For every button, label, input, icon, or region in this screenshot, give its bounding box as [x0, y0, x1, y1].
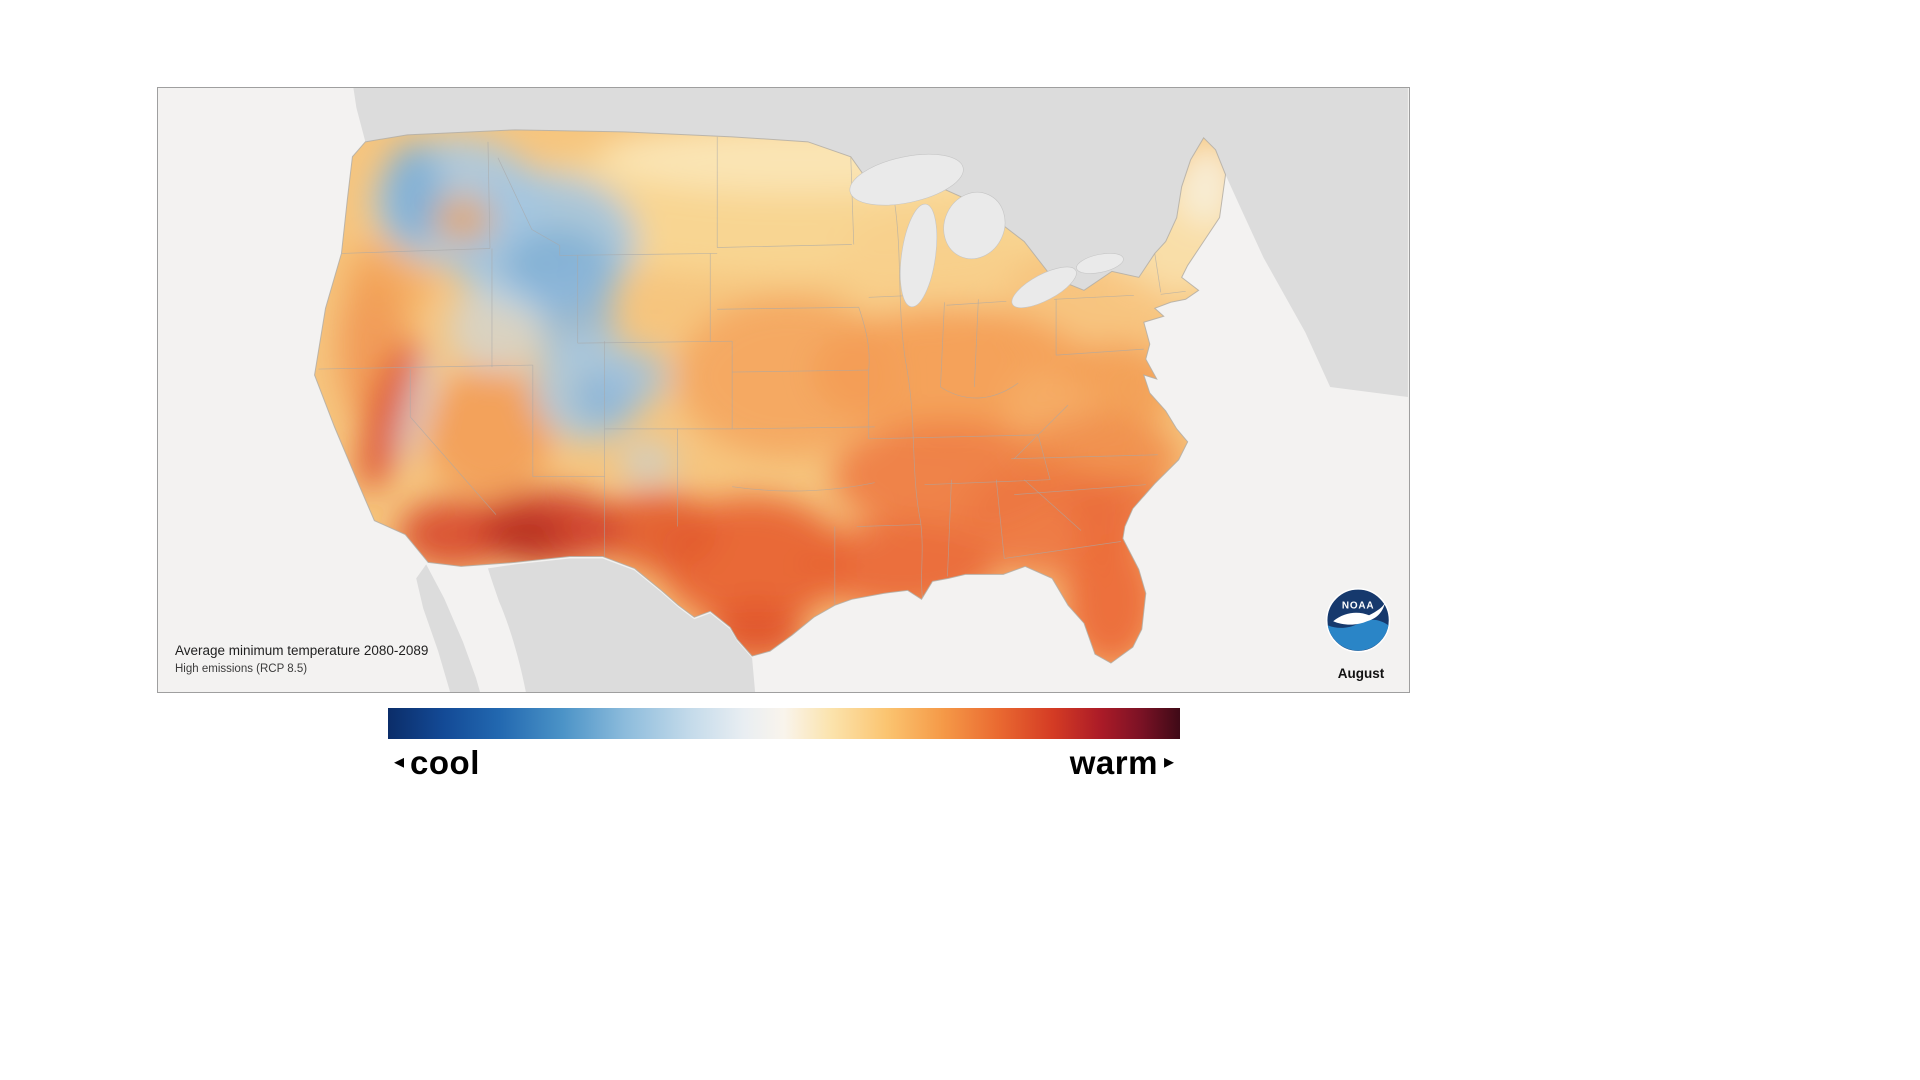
heat-blob: [397, 353, 435, 460]
us-outline: [314, 129, 1227, 664]
heat-blob: [487, 512, 564, 557]
caption-title: Average minimum temperature 2080-2089: [175, 642, 429, 658]
caption-scenario: High emissions (RCP 8.5): [175, 662, 308, 675]
heat-blob: [597, 491, 718, 572]
heat-blob: [423, 367, 553, 497]
heat-blob: [343, 237, 434, 318]
temperature-map-panel: NOAA Average minimum temperature 2080-20…: [157, 87, 1410, 693]
heat-blob: [619, 439, 676, 484]
heat-blob: [385, 142, 442, 243]
us-temperature-map: NOAA: [159, 88, 1408, 692]
lake-erie: [1011, 266, 1077, 309]
right-arrow-icon: ▸: [1163, 750, 1174, 773]
cool-label: cool: [410, 744, 480, 781]
nova-scotia-landmass: [1291, 282, 1390, 342]
heat-blob: [433, 195, 493, 244]
cool-label-group: ◂ cool: [388, 744, 480, 782]
colorbar-labels: ◂ cool warm ▸: [388, 744, 1180, 782]
noaa-logo-text: NOAA: [1342, 600, 1375, 611]
warm-label-group: warm ▸: [1070, 744, 1180, 782]
warm-label: warm: [1069, 744, 1158, 781]
color-scale: ◂ cool warm ▸: [388, 708, 1180, 782]
month-label: August: [1337, 666, 1385, 681]
left-arrow-icon: ◂: [394, 750, 405, 773]
prince-edward-island: [1292, 231, 1318, 244]
colorbar-gradient: [388, 708, 1180, 739]
noaa-logo: NOAA: [1325, 588, 1391, 653]
mexico-landmass: [487, 558, 756, 692]
lake-superior: [849, 153, 964, 206]
map-caption: Average minimum temperature 2080-2089 Hi…: [175, 643, 428, 676]
lake-michigan: [899, 203, 938, 308]
heat-blob: [358, 342, 423, 492]
heat-blob: [448, 282, 548, 373]
great-lakes: [849, 153, 1124, 309]
canada-landmass: [353, 88, 1408, 397]
lake-ontario: [1076, 253, 1124, 274]
baja-california-landmass: [416, 564, 481, 692]
heat-blob: [600, 347, 671, 407]
state-boundaries: [318, 136, 1186, 606]
lake-huron: [943, 192, 1006, 260]
